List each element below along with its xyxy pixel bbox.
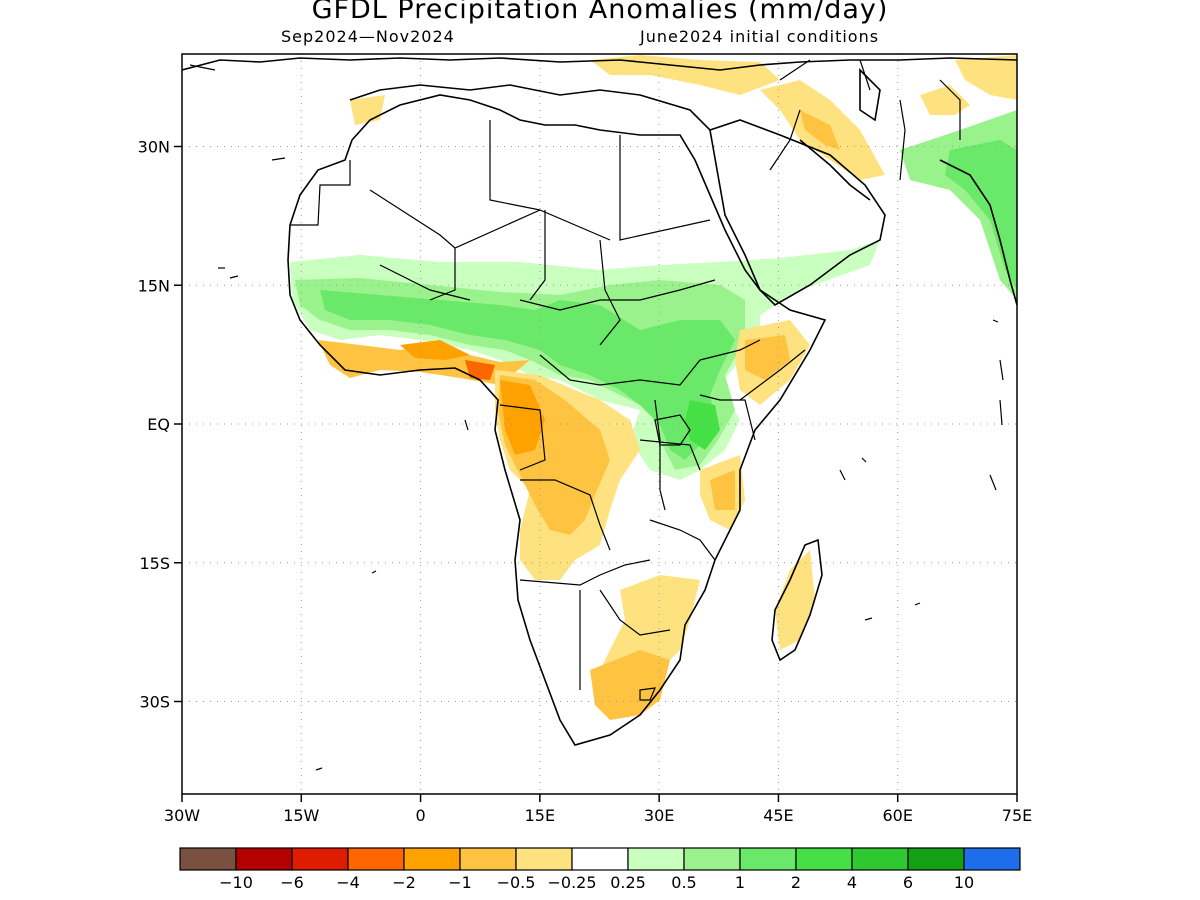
- north-dry-band: [590, 55, 780, 95]
- europe-coastline: [182, 57, 1017, 71]
- legend-swatch: [515, 847, 573, 871]
- legend-swatch: [347, 847, 405, 871]
- africa-coastline: [287, 94, 827, 746]
- legend-swatch: [571, 847, 629, 871]
- persian-gulf: [799, 139, 871, 201]
- lon-tick-label: 0: [415, 806, 425, 825]
- legend-swatch: [683, 847, 741, 871]
- legend-label: 10: [954, 873, 974, 892]
- legend-swatch: [179, 847, 237, 871]
- legend-swatch: [459, 847, 517, 871]
- lon-tick-label: 30W: [164, 806, 200, 825]
- legend-label: 6: [903, 873, 913, 892]
- sahel-mid-green: [320, 290, 735, 460]
- legend-swatch: [627, 847, 685, 871]
- legend-swatch: [291, 847, 349, 871]
- legend-label: 0.25: [610, 873, 646, 892]
- coastlines: [182, 57, 1017, 746]
- arabia-coastline: [709, 119, 886, 306]
- period-subtitle: Sep2024—Nov2024: [281, 27, 455, 46]
- legend-swatch: [795, 847, 853, 871]
- madagascar-coastline: [771, 538, 823, 662]
- color-legend: −10 −6 −4 −2 −1 −0.5 −0.25 0.25 0.5 1 2 4 6 10: [179, 847, 1021, 892]
- lat-tick-label: 15N: [138, 276, 170, 295]
- legend-label: −4: [336, 873, 360, 892]
- legend-label: 0.5: [671, 873, 696, 892]
- mediterranean-coast: [349, 84, 711, 131]
- legend-swatch: [235, 847, 293, 871]
- legend-label: −2: [392, 873, 416, 892]
- east-africa-green: [685, 400, 720, 450]
- congo-dry-3: [500, 380, 545, 455]
- legend-swatch: [739, 847, 797, 871]
- legend-label: −0.5: [497, 873, 536, 892]
- lat-tick-label: EQ: [147, 415, 170, 434]
- country-borders: [290, 59, 961, 701]
- legend-label: −1: [448, 873, 472, 892]
- india-wet-strong: [945, 140, 1017, 290]
- lon-tick-label: 30E: [644, 806, 674, 825]
- islands: [189, 64, 1004, 771]
- legend-label: 4: [847, 873, 857, 892]
- ne-dry: [955, 55, 1017, 100]
- legend-swatch: [851, 847, 909, 871]
- guinea-coast-dry-2: [400, 340, 470, 360]
- central-asia-dry: [920, 85, 970, 115]
- india-coastline: [939, 159, 1017, 306]
- lat-tick-label: 30N: [138, 138, 170, 157]
- anomaly-shading: [290, 55, 1017, 720]
- lon-tick-label: 15E: [525, 806, 555, 825]
- caspian: [859, 68, 881, 122]
- lon-tick-label: 75E: [1002, 806, 1032, 825]
- legend-swatch: [403, 847, 461, 871]
- lat-tick-label: 30S: [139, 693, 170, 712]
- latitude-axis: 30N 15N EQ 15S 30S: [138, 138, 182, 712]
- lat-tick-label: 15S: [139, 554, 170, 573]
- lat-lon-grid: [182, 54, 1017, 794]
- lon-tick-label: 45E: [763, 806, 793, 825]
- lon-tick-label: 15W: [283, 806, 319, 825]
- legend-label: −6: [280, 873, 304, 892]
- gabon-dry: [465, 360, 495, 380]
- legend-label: 1: [735, 873, 745, 892]
- longitude-axis: 30W 15W 0 15E 30E 45E 60E 75E: [164, 794, 1032, 825]
- legend-label: 2: [791, 873, 801, 892]
- map-title: GFDL Precipitation Anomalies (mm/day): [311, 0, 889, 25]
- horn-dry-2: [745, 335, 790, 380]
- legend-label: −10: [219, 873, 253, 892]
- initial-conditions-subtitle: June2024 initial conditions: [640, 27, 880, 46]
- middle-east-dry-2: [800, 110, 840, 150]
- legend-label: −0.25: [547, 873, 596, 892]
- mozambique-dry-2: [710, 470, 735, 510]
- legend-swatch: [907, 847, 965, 871]
- legend-swatch: [963, 847, 1021, 871]
- lon-tick-label: 60E: [882, 806, 912, 825]
